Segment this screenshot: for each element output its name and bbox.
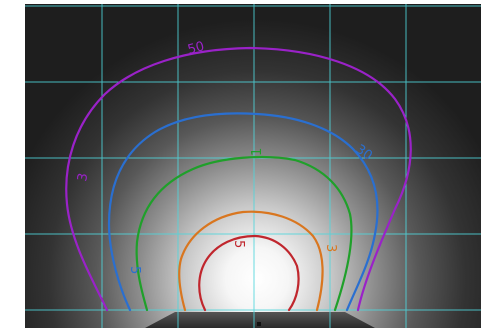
label-purple-top: 50	[186, 39, 206, 58]
contour-plot: 50 3 30 1 3 5 5	[25, 4, 481, 328]
contour-orange	[178, 210, 324, 312]
contour-purple	[65, 46, 412, 312]
label-red-top: 5	[231, 240, 246, 248]
grid	[25, 4, 481, 328]
floor-marker	[257, 322, 261, 326]
label-green-top: 1	[250, 148, 265, 156]
contour-blue	[107, 112, 379, 312]
floor-strip	[145, 312, 375, 328]
label-blue-left-low: 5	[127, 266, 142, 274]
label-orange-right: 3	[323, 244, 338, 252]
image-frame: 50 3 30 1 3 5 5	[25, 4, 481, 328]
light-glow	[25, 4, 481, 328]
label-purple-left: 3	[75, 172, 91, 183]
contour-green	[135, 155, 353, 312]
contour-red	[198, 234, 300, 312]
